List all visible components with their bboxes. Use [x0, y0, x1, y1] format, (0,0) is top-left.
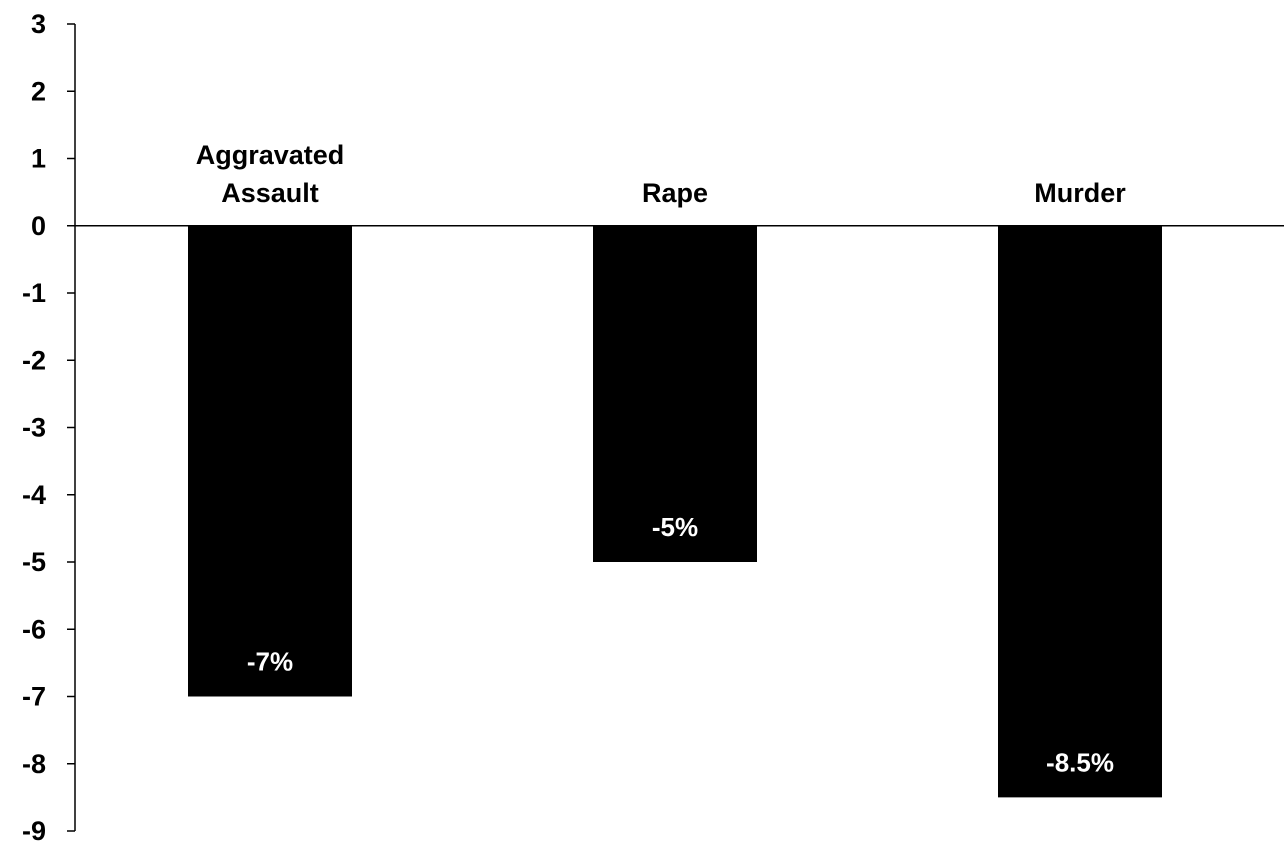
- category-labels: Aggravated Assault Rape Murder: [196, 140, 1127, 208]
- bar: [998, 225, 1162, 798]
- category-label: Assault: [221, 178, 319, 208]
- category-label: Aggravated: [196, 140, 345, 170]
- bar: [593, 225, 757, 562]
- y-tick-label: 2: [31, 76, 46, 106]
- y-tick-label: -1: [22, 278, 46, 308]
- data-labels: -7% -5% -8.5%: [247, 512, 1114, 777]
- data-label: -8.5%: [1046, 747, 1114, 777]
- y-tick-label: -2: [22, 345, 46, 375]
- y-axis: 3 2 1 0 -1 -2 -3 -4 -5 -6 -7 -8 -9: [22, 9, 76, 844]
- y-tick-label: -4: [22, 480, 46, 510]
- data-label: -7%: [247, 647, 293, 677]
- data-label: -5%: [652, 512, 698, 542]
- y-tick-label: -6: [22, 614, 46, 644]
- y-tick-label: 0: [31, 211, 46, 241]
- y-tick-label: -8: [22, 749, 46, 779]
- y-tick-label: -5: [22, 547, 46, 577]
- y-tick-label: -9: [22, 816, 46, 844]
- bar: [188, 225, 352, 697]
- category-label: Murder: [1034, 178, 1126, 208]
- y-tick-label: 3: [31, 9, 46, 39]
- y-tick-label: 1: [31, 144, 46, 174]
- bars: [188, 225, 1162, 798]
- y-tick-label: -3: [22, 413, 46, 443]
- category-label: Rape: [642, 178, 708, 208]
- y-tick-label: -7: [22, 682, 46, 712]
